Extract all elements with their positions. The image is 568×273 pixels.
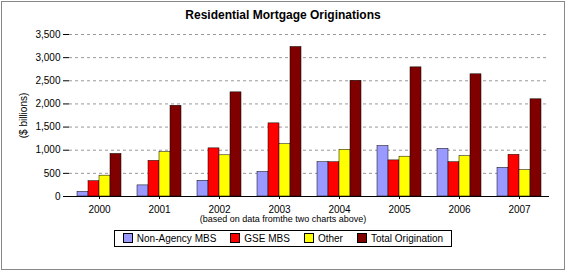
html-text:Total Origination: Total Origination <box>370 233 444 244</box>
svg-text:1,500: 1,500 <box>35 121 60 132</box>
svg-text:3,000: 3,000 <box>35 52 60 63</box>
html-text:Non-Agency MBS: Non-Agency MBS <box>136 233 217 244</box>
svg-text:2003: 2003 <box>268 204 291 215</box>
svg-text:1,000: 1,000 <box>35 144 60 155</box>
svg-text:($ billions): ($ billions) <box>18 93 29 139</box>
svg-text:2006: 2006 <box>448 204 471 215</box>
svg-text:2007: 2007 <box>508 204 531 215</box>
html-text:Other: Other <box>317 233 343 244</box>
svg-text:500: 500 <box>44 168 61 179</box>
svg-text:0: 0 <box>55 191 61 202</box>
svg-text:2,000: 2,000 <box>35 98 60 109</box>
svg-text:2004: 2004 <box>328 204 351 215</box>
svg-text:2000: 2000 <box>88 204 111 215</box>
html-text:(based on data fromthe two cha: (based on data fromthe two charts above) <box>199 214 367 224</box>
svg-text:2001: 2001 <box>148 204 171 215</box>
svg-text:3,500: 3,500 <box>35 29 60 40</box>
svg-text:2005: 2005 <box>388 204 411 215</box>
svg-text:2002: 2002 <box>208 204 231 215</box>
svg-text:2,500: 2,500 <box>35 75 60 86</box>
html-text:GSE MBS: GSE MBS <box>244 233 290 244</box>
html-text:Residential Mortgage Originati: Residential Mortgage Originations <box>185 8 381 22</box>
